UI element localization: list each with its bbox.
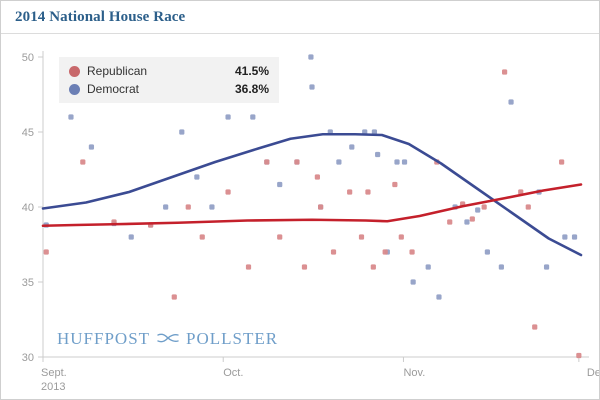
scatter-point (68, 114, 74, 120)
scatter-point (277, 181, 283, 188)
scatter-point (481, 204, 487, 210)
scatter-point (475, 207, 481, 213)
scatter-point (484, 249, 490, 255)
x-tick-sublabel: 2013 (41, 381, 65, 393)
scatter-point (571, 234, 578, 240)
circle-icon (69, 65, 80, 77)
y-tick-label: 35 (22, 277, 34, 289)
scatter-point (436, 294, 442, 300)
scatter-point (250, 114, 256, 120)
scatter-point (498, 264, 504, 270)
scatter-point (264, 159, 270, 165)
plot-area: 50 45 40 35 30 Sept. 2013 Oct. Nov. Dec. (1, 35, 599, 399)
scatter-point (225, 189, 231, 195)
scatter-point (576, 352, 582, 359)
x-tick-label: Oct. (223, 367, 243, 379)
axes-group (42, 51, 589, 358)
scatter-point (398, 234, 404, 240)
scatter-point (185, 204, 191, 210)
republican-trend-line (41, 183, 583, 228)
scatter-point (525, 204, 531, 210)
scatter-point (502, 69, 508, 75)
scatter-point (309, 84, 315, 90)
x-tick-label: Dec. (587, 367, 599, 379)
scatter-point (209, 204, 215, 210)
scatter-point (314, 174, 320, 180)
scatter-point (375, 151, 381, 158)
y-tick-label: 30 (22, 352, 34, 364)
trend-line-path (41, 183, 583, 228)
scatter-point (518, 189, 524, 195)
scatter-point (562, 234, 568, 240)
x-tick-label: Sept. (41, 367, 67, 379)
democrat-trend-line (41, 132, 583, 257)
scatter-point (318, 204, 324, 210)
scatter-point (347, 189, 353, 195)
scatter-point (464, 219, 470, 225)
scatter-point (410, 279, 416, 285)
scatter-point (163, 204, 169, 210)
scatter-point (392, 181, 398, 188)
scatter-point (365, 189, 371, 195)
y-tick-label: 50 (22, 52, 34, 64)
scatter-point (80, 159, 86, 165)
scatter-point (294, 159, 300, 165)
legend-item-label: Democrat (87, 82, 140, 96)
scatter-point (349, 144, 355, 150)
page-title: 2014 National House Race (15, 9, 186, 25)
scatter-point (447, 219, 453, 225)
scatter-point (171, 294, 177, 300)
scatter-point (508, 99, 514, 105)
scatter-point (336, 159, 342, 165)
scatter-point (301, 264, 308, 270)
scatter-point (394, 159, 400, 165)
widget-header: 2014 National House Race (1, 1, 599, 34)
scatter-point (330, 249, 337, 255)
y-tick-labels: 50 45 40 35 30 (22, 52, 43, 364)
scatter-point (401, 159, 408, 165)
scatter-point (88, 144, 95, 150)
scatter-point (225, 114, 231, 120)
scatter-point (559, 159, 565, 165)
scatter-point (194, 174, 200, 180)
scatter-point (128, 234, 134, 240)
x-tick-label: Nov. (403, 367, 425, 379)
scatter-point (179, 129, 185, 135)
legend-item-democrat[interactable]: Democrat 36.8% (69, 80, 269, 98)
scatter-point (199, 234, 205, 240)
trend-line-path (41, 132, 583, 257)
scatter-point (543, 264, 550, 270)
scatter-point (382, 249, 388, 255)
scatter-point (43, 249, 49, 255)
scatter-point (358, 234, 365, 240)
legend-item-value: 36.8% (234, 82, 269, 96)
circle-icon (69, 83, 80, 95)
y-tick-label: 45 (22, 127, 34, 139)
republican-scatter-points (43, 69, 582, 359)
x-tick-labels: Sept. 2013 Oct. Nov. Dec. (41, 357, 599, 393)
scatter-point (371, 129, 378, 135)
scatter-point (308, 54, 314, 60)
chart-svg: 50 45 40 35 30 Sept. 2013 Oct. Nov. Dec. (22, 51, 599, 393)
scatter-point (532, 324, 538, 330)
legend-item-value: 41.5% (234, 64, 269, 78)
scatter-point (409, 249, 415, 255)
chart-legend: Republican 41.5% Democrat 36.8% (59, 57, 279, 103)
scatter-point (370, 264, 376, 270)
legend-item-republican[interactable]: Republican 41.5% (69, 62, 269, 80)
y-tick-label: 40 (22, 202, 34, 214)
scatter-point (469, 216, 475, 222)
legend-item-label: Republican (87, 64, 148, 78)
scatter-point (425, 264, 431, 270)
scatter-point (245, 264, 252, 270)
scatter-point (277, 234, 283, 240)
